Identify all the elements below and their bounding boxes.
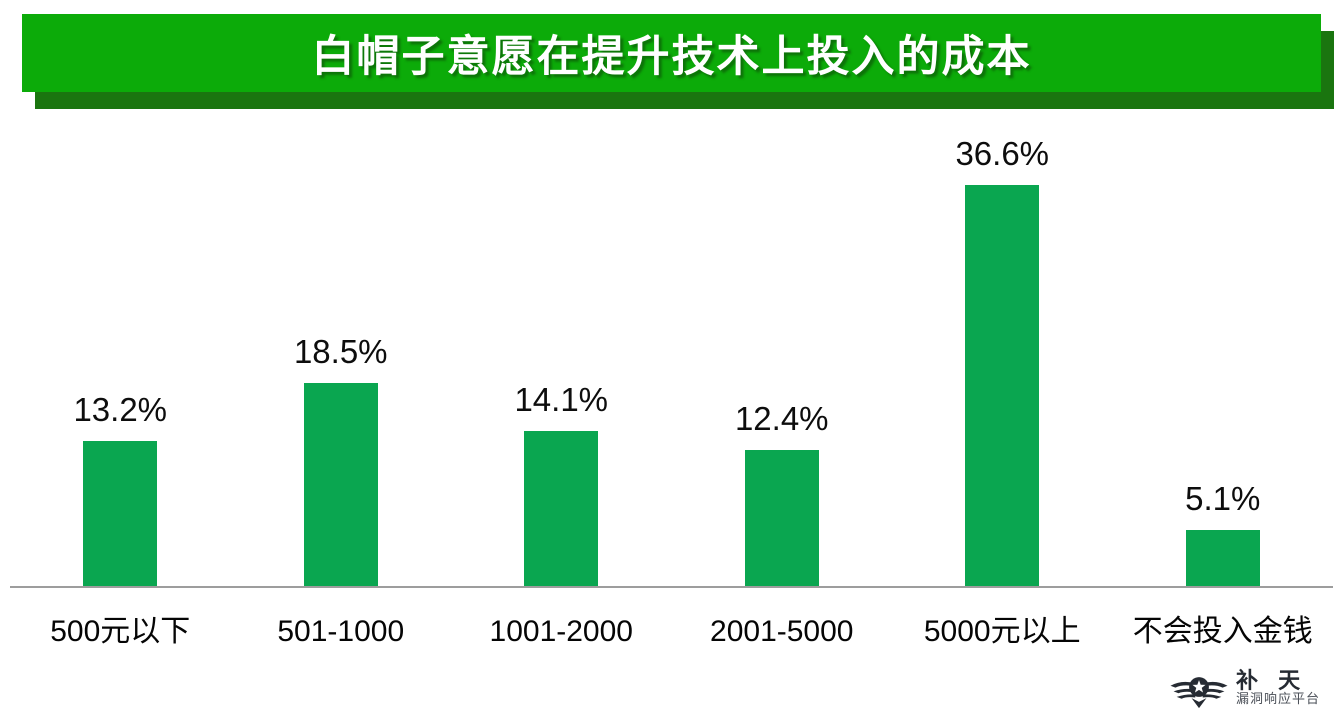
x-axis-line [10,586,1333,588]
butian-logo-name: 补 天 [1235,667,1308,693]
x-axis-label: 1001-2000 [489,615,633,648]
bar [1185,530,1260,586]
bar-value-label: 5.1% [1185,479,1261,517]
bar-value-label: 14.1% [514,380,609,418]
x-axis-label: 不会投入金钱 [1132,615,1313,648]
x-axis-label: 500元以下 [50,615,191,648]
bar-column: 5.1% [1113,120,1334,586]
x-axis-labels-row: 500元以下 501-1000 1001-2000 2001-5000 5000元以上 不… [10,606,1333,658]
bar-value-label: 18.5% [293,332,388,370]
butian-logo-text: 补 天 漏洞响应平台 [1236,669,1320,706]
chart-title: 白帽子意愿在提升技术上投入的成本 [311,33,1032,81]
butian-star-wings-icon [1170,677,1228,709]
bar-value-label: 13.2% [73,390,168,428]
bar [303,383,378,586]
bar [524,431,599,586]
bar-column: 14.1% [451,120,672,586]
bar [744,450,819,586]
bar-column: 13.2% [10,120,231,586]
bar-column: 12.4% [672,120,893,586]
x-axis-label: 2001-5000 [710,615,854,648]
butian-logo-subtitle: 漏洞响应平台 [1235,690,1320,706]
bar-value-label: 36.6% [955,134,1050,172]
bar-chart-plot-area: 13.2% 18.5% 14.1% 12.4% 36.6% 5.1% [10,120,1333,586]
title-banner: 白帽子意愿在提升技术上投入的成本 [22,14,1321,92]
x-axis-label: 501-1000 [277,615,405,648]
bar [965,185,1040,586]
bar-column: 18.5% [231,120,452,586]
butian-logo: 补 天 漏洞响应平台 [1168,662,1320,712]
x-axis-label: 5000元以上 [923,615,1081,648]
bar-value-label: 12.4% [734,399,829,437]
bar [83,441,158,586]
bar-column: 36.6% [892,120,1113,586]
